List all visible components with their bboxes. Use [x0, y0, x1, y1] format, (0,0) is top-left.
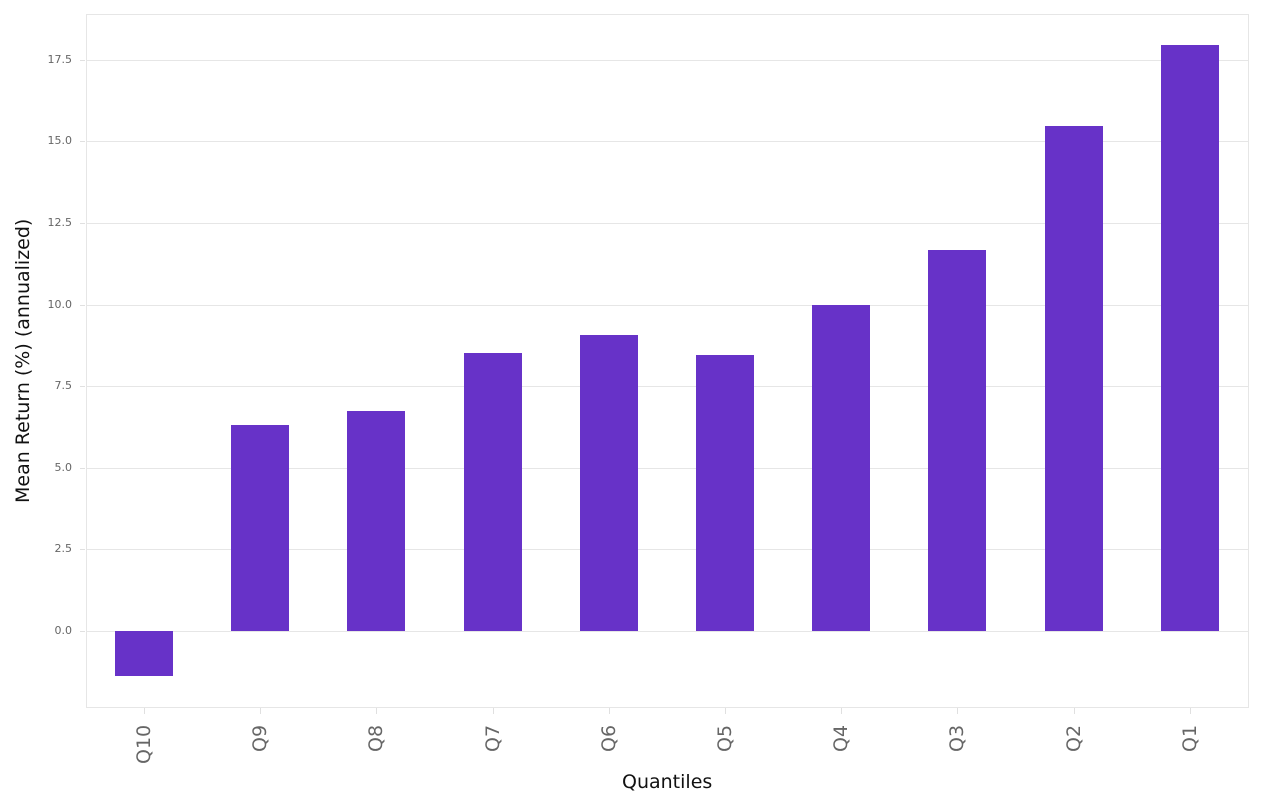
bar-q7 [464, 353, 522, 631]
x-tick-mark [725, 708, 726, 714]
bar-q8 [347, 411, 405, 631]
x-tick-mark [841, 708, 842, 714]
gridline [86, 223, 1248, 224]
gridline [86, 386, 1248, 387]
y-tick-label: 17.5 [47, 53, 73, 66]
gridline [86, 468, 1248, 469]
x-tick-mark [376, 708, 377, 714]
gridline [86, 60, 1248, 61]
y-tick-mark [80, 468, 85, 469]
y-tick-label: 2.5 [54, 542, 73, 555]
gridline [86, 141, 1248, 142]
y-tick-label: 15.0 [47, 134, 73, 147]
bar-q10 [115, 631, 173, 676]
y-axis-title: Mean Return (%) (annualized) [12, 218, 34, 503]
x-tick-label: Q5 [714, 724, 736, 752]
x-tick-mark [1190, 708, 1191, 714]
y-tick-label: 7.5 [54, 379, 73, 392]
gridline [86, 305, 1248, 306]
x-tick-label: Q3 [946, 724, 968, 752]
bar-q1 [1161, 45, 1219, 631]
x-tick-label: Q9 [249, 724, 271, 752]
bar-q9 [231, 425, 289, 631]
x-tick-label: Q8 [365, 724, 387, 752]
x-tick-mark [144, 708, 145, 714]
y-tick-label: 5.0 [54, 461, 73, 474]
y-tick-mark [80, 223, 85, 224]
x-tick-mark [957, 708, 958, 714]
bar-q2 [1045, 126, 1103, 631]
plot-area [86, 14, 1249, 708]
y-tick-mark [80, 386, 85, 387]
bar-q4 [812, 305, 870, 631]
x-axis-title: Quantiles [622, 771, 713, 793]
bar-q3 [928, 250, 986, 631]
x-tick-label: Q7 [482, 724, 504, 752]
bar-q6 [580, 335, 638, 631]
y-tick-mark [80, 549, 85, 550]
gridline [86, 549, 1248, 550]
y-tick-label: 12.5 [47, 216, 73, 229]
x-tick-label: Q10 [133, 724, 155, 764]
y-tick-mark [80, 305, 85, 306]
x-tick-label: Q6 [598, 724, 620, 752]
x-tick-mark [260, 708, 261, 714]
y-tick-label: 10.0 [47, 298, 73, 311]
y-tick-mark [80, 60, 85, 61]
y-tick-mark [80, 631, 85, 632]
bar-q5 [696, 355, 754, 631]
x-tick-label: Q1 [1179, 724, 1201, 752]
x-tick-label: Q4 [830, 724, 852, 752]
y-tick-label: 0.0 [54, 624, 73, 637]
x-tick-mark [493, 708, 494, 714]
x-tick-label: Q2 [1063, 724, 1085, 752]
gridline [86, 631, 1248, 632]
y-tick-mark [80, 141, 85, 142]
x-tick-mark [1074, 708, 1075, 714]
x-tick-mark [609, 708, 610, 714]
